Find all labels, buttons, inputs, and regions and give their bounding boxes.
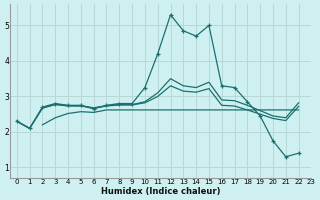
X-axis label: Humidex (Indice chaleur): Humidex (Indice chaleur) (101, 187, 221, 196)
